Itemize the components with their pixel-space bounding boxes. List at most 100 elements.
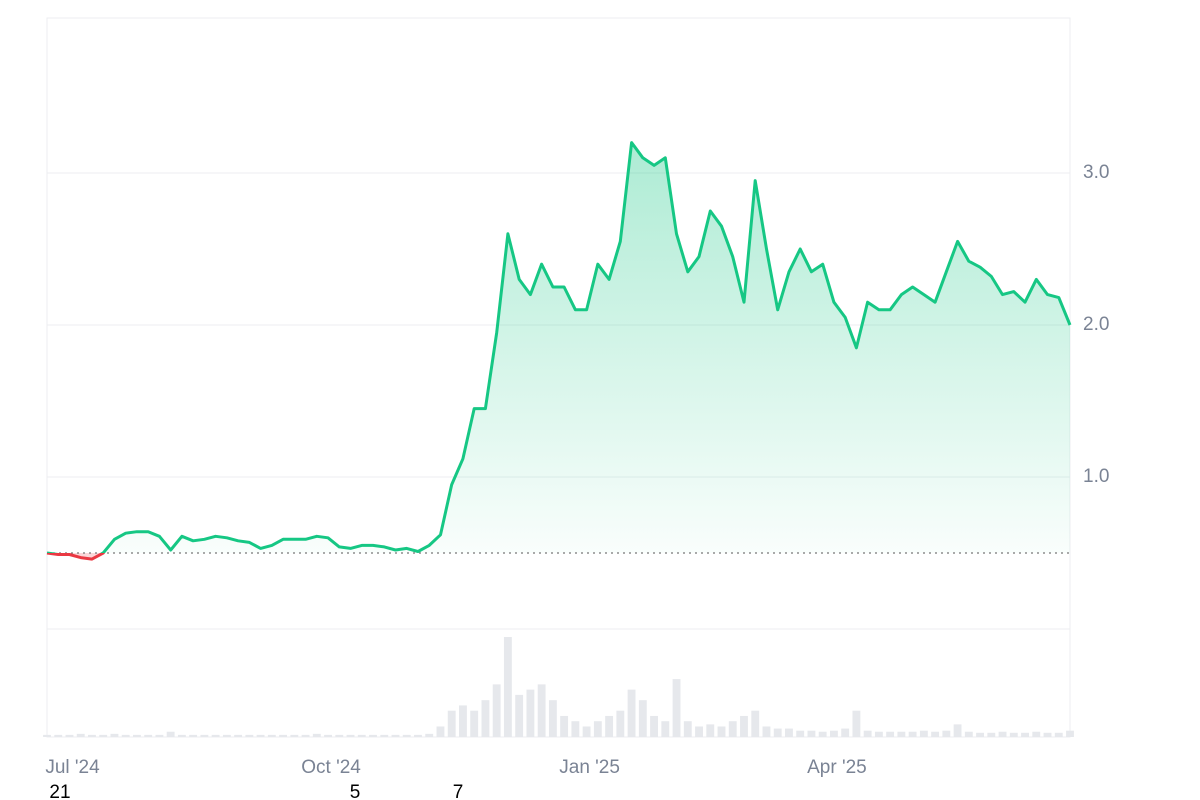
volume-bar [324,734,332,737]
volume-bar [931,731,940,737]
volume-bar [548,700,557,737]
volume-bar [346,734,355,737]
volume-bar [222,734,231,737]
x-tick-label: Jul '24 [45,757,100,778]
volume-bar [762,726,771,737]
volume-bar [1009,732,1018,737]
volume-bar [627,689,636,737]
volume-bar [537,684,546,737]
x-tick-label: Apr '25 [807,757,867,778]
x-tick-label: Oct '24 [301,757,361,778]
volume-bar [807,730,816,737]
volume-bar [110,733,119,737]
volume-bar [1054,732,1063,737]
volume-bar [301,734,310,737]
volume-bar [852,710,861,737]
volume-bar [964,731,973,737]
volume-bar [402,734,411,737]
y-tick-label: 2.0 [1083,314,1109,335]
volume-bar [166,731,175,737]
volume-bar [245,734,254,737]
y-tick-label: 1.0 [1083,466,1109,487]
volume-bar [728,721,737,737]
volume-bar [369,734,377,737]
volume-bar [425,733,434,737]
volume-bar [132,734,141,737]
volume-bar [672,679,681,737]
volume-bar [863,730,872,737]
volume-bar [616,710,625,737]
volume-bar [312,733,321,737]
volume-bar [279,734,288,737]
volume-bar [436,726,445,737]
volume-bar [177,734,186,737]
volume-bar [1043,732,1052,737]
volume-bar [841,728,850,737]
volume-bar [987,732,996,737]
volume-bar [470,710,479,737]
volume-bar [99,734,108,737]
volume-bar [818,731,827,737]
volume-bar [560,715,569,737]
volume-bar [874,731,883,737]
volume-bar [43,734,51,737]
volume-bar [751,710,760,737]
volume-bar [1021,732,1029,737]
volume-bar [459,705,467,737]
volume-bar [380,734,389,737]
volume-bar [785,728,793,737]
volume-bar [200,734,209,737]
volume-bar [290,734,299,737]
volume-bar [942,730,951,737]
volume-bar [796,730,805,737]
volume-bar [1032,731,1041,737]
volume-bar [76,733,85,737]
volume-bar [919,730,928,737]
volume-bar [976,732,985,737]
volume-bar [593,721,602,737]
volume-bar [706,724,715,737]
volume-bar [908,731,917,737]
volume-bar [897,731,906,737]
volume-bar [503,637,512,737]
volume-bar [953,724,962,737]
volume-bar [829,730,838,737]
volume-bar [447,710,456,737]
volume-bar [414,734,422,737]
volume-bar [638,700,647,737]
volume-bar [155,734,164,737]
volume-bar [335,734,344,737]
volume-bar [695,726,703,737]
price-line [47,141,1072,553]
volume-bar [357,734,366,737]
volume-bar [661,721,670,737]
volume-bar [582,726,591,737]
volume-bar [267,734,276,737]
volume-bar [481,700,490,737]
y-tick-label: 3.0 [1083,162,1109,183]
volume-bar [256,734,265,737]
annotation: 7 [453,782,464,800]
volume-bar [998,731,1007,737]
volume-bar [1066,730,1074,737]
volume-bar [234,734,243,737]
volume-bar [65,734,74,737]
volume-bar [515,694,524,737]
volume-bar [605,715,614,737]
annotation: 21 [49,782,70,800]
annotation: 5 [350,782,361,800]
volume-bar [121,734,130,737]
volume-bar [189,734,198,737]
volume-bar [492,684,501,737]
volume-bar [526,689,535,737]
x-tick-label: Jan '25 [559,757,620,778]
volume-bar [650,715,658,737]
volume-bar [571,721,580,737]
volume-bar [740,715,748,737]
volume-bar [211,734,220,737]
volume-bar [717,726,726,737]
volume-bar [54,734,63,737]
volume-bar [683,721,692,737]
price-area [47,142,1070,553]
